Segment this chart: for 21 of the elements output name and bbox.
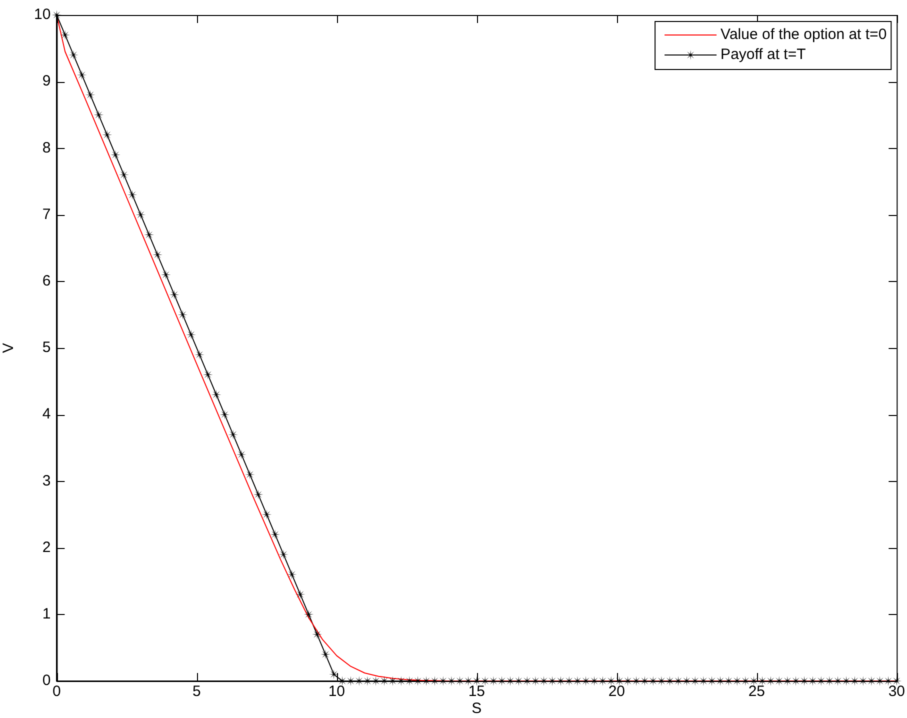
y-tick-label: 3 (42, 472, 51, 490)
y-axis-title: V (0, 342, 18, 354)
legend-label: Payoff at t=T (720, 46, 806, 64)
y-tick-label: 6 (42, 272, 51, 290)
y-tick-label: 2 (42, 538, 51, 556)
x-tick-label: 15 (468, 683, 486, 700)
y-tick-label: 8 (42, 139, 51, 156)
y-tick-label: 0 (42, 672, 51, 690)
x-tick-label: 5 (192, 683, 201, 700)
y-tick-label: 4 (42, 406, 51, 423)
legend-label: Value of the option at t=0 (720, 26, 887, 44)
y-tick-label: 7 (42, 206, 51, 223)
y-tick-label: 1 (42, 606, 51, 623)
y-tick-label: 10 (34, 6, 51, 24)
y-tick-label: 5 (42, 339, 51, 356)
x-tick-label: 10 (328, 683, 346, 700)
x-tick-label: 25 (748, 683, 766, 700)
y-tick-label: 9 (42, 72, 51, 90)
x-tick-label: 30 (888, 683, 905, 700)
x-tick-label: 20 (608, 683, 626, 700)
x-axis-title: S (472, 700, 482, 718)
